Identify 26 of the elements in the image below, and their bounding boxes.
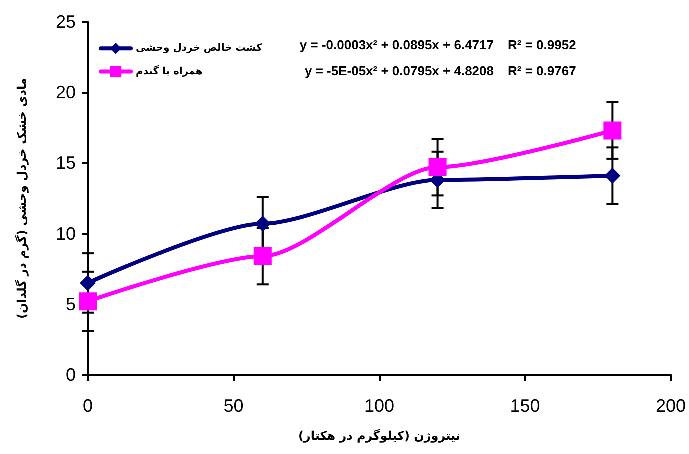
point <box>604 122 622 140</box>
legend-label: همراه با گندم <box>136 64 203 78</box>
x-axis-title: نیتروژن (کیلوگرم در هکتار) <box>298 429 461 443</box>
point <box>428 158 447 176</box>
annotation: R² = 0.9952 <box>508 38 576 52</box>
annotation: R² = 0.9767 <box>508 64 576 78</box>
y-tick-label: 25 <box>56 12 76 32</box>
y-tick-label: 10 <box>56 224 76 244</box>
y-tick-label: 20 <box>56 82 76 103</box>
point <box>79 292 97 311</box>
x-tick-label: 50 <box>224 396 244 416</box>
x-tick-label: 200 <box>656 396 686 416</box>
annotation: y = -0.0003x² + 0.0895x + 6.4717 <box>300 38 494 52</box>
y-tick-label: 15 <box>56 153 76 174</box>
point <box>604 168 621 184</box>
y-axis-title: مادی خشک خردل وحشی (گرم در گلدان) <box>15 78 29 319</box>
y-tick-label: 5 <box>66 294 76 314</box>
y-tick-label: 0 <box>66 365 76 385</box>
x-tick-label: 0 <box>82 396 94 416</box>
x-tick-label: 100 <box>364 396 395 416</box>
point <box>254 247 272 266</box>
point <box>254 216 271 232</box>
annotation: y = -5E-05x² + 0.0795x + 4.8208 <box>304 64 494 78</box>
x-tick-label: 150 <box>510 396 540 416</box>
legend-label: کشت خالص خردل وحشی <box>136 43 263 54</box>
point <box>80 275 96 292</box>
